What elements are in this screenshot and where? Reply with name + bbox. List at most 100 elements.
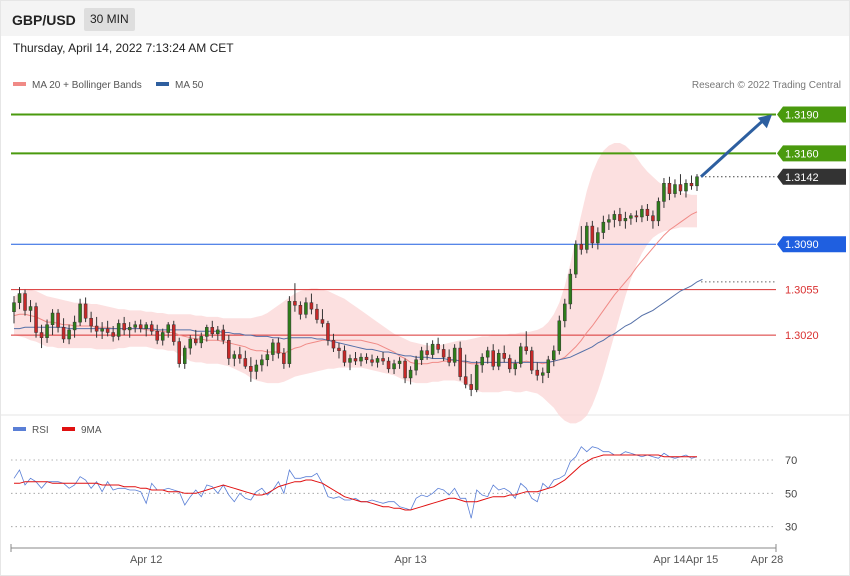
candle [171,320,176,346]
candle-body [67,329,71,340]
candle [243,350,248,369]
candle-body [221,329,226,341]
candle [452,344,457,367]
candle [491,344,495,371]
candle [28,300,33,323]
candle-body [530,350,534,371]
candle [138,319,143,333]
candle-body [133,324,137,328]
candle [315,303,319,324]
candle-body [535,369,540,376]
candle-body [513,363,517,370]
candle-body [94,325,99,332]
candles [12,174,699,397]
candle-body [469,384,473,390]
candle-body [579,243,584,250]
candle-body [331,340,336,349]
candle [326,320,330,346]
level-tag-1.3160-box [777,145,846,162]
candle [56,309,60,333]
timeframe-badge[interactable]: 30 MIN [84,8,135,31]
candle-body [293,301,297,306]
candle-body [458,347,462,377]
candle-body [541,372,545,376]
candle-body [678,184,683,192]
candle-body [496,353,501,367]
candle-body [50,312,55,325]
candle [441,344,446,362]
candle-body [149,324,154,332]
candle [370,354,374,367]
candle [337,342,341,359]
candle [320,309,325,328]
candle [480,353,484,373]
candle-body [557,320,562,351]
candle [260,354,264,372]
candle [67,324,71,345]
candle-body [309,302,314,310]
candle-body [447,356,451,363]
candle [238,346,242,364]
candle [12,296,16,324]
candle [474,361,479,393]
candle-body [485,350,490,358]
candle-body [392,363,396,370]
candle-body [695,176,699,187]
candle-body [436,343,440,350]
candle-body [634,215,639,218]
candle [105,320,110,337]
candle-body [629,215,633,219]
candle [623,211,628,229]
candle [678,174,683,195]
candle [546,355,551,378]
candle [348,354,352,371]
candle [50,309,55,336]
candle [287,296,292,368]
candle [524,331,528,355]
candle [304,297,308,319]
arrow-head [757,114,772,129]
candle-body [612,214,617,220]
candle-body [386,360,391,370]
candle-body [662,182,666,202]
candle-body [568,273,573,305]
candle-body [254,364,259,372]
candle [469,374,473,397]
rsi-tick-50: 50 [785,488,797,500]
candle-body [673,184,677,194]
candle [111,326,115,342]
datetime-label: Thursday, April 14, 2022 7:13:24 AM CET [13,41,234,55]
candle-body [452,347,457,363]
candle [227,335,231,365]
level-tag-1.3090-box [777,236,846,253]
candle [116,319,121,341]
candle-body [188,338,193,349]
candle-body [144,324,148,329]
candle-body [166,324,170,333]
candle [160,328,165,346]
candle-body [243,358,248,367]
candle [629,213,633,225]
candle [568,268,573,310]
candle-body [238,354,242,359]
candle-body [72,321,77,331]
candle [293,283,297,312]
candle-body [265,354,270,361]
candle-body [552,350,556,361]
candle-body [640,208,644,218]
candle [61,318,66,343]
ma50-swatch [156,82,169,87]
candle-body [23,293,27,311]
symbol-title: GBP/USD [12,12,76,28]
candle [695,174,699,192]
candle-body [249,366,253,372]
ma20-swatch [13,82,26,87]
candle-body [656,201,661,222]
level-tag-1.3055-label: 1.3055 [785,285,819,297]
candle-body [210,327,215,335]
candle [403,358,407,384]
legend-ma20: MA 20 + Bollinger Bands [13,80,142,91]
candle [249,357,253,382]
candle-body [78,303,82,323]
last-price-tag-box [777,168,846,185]
